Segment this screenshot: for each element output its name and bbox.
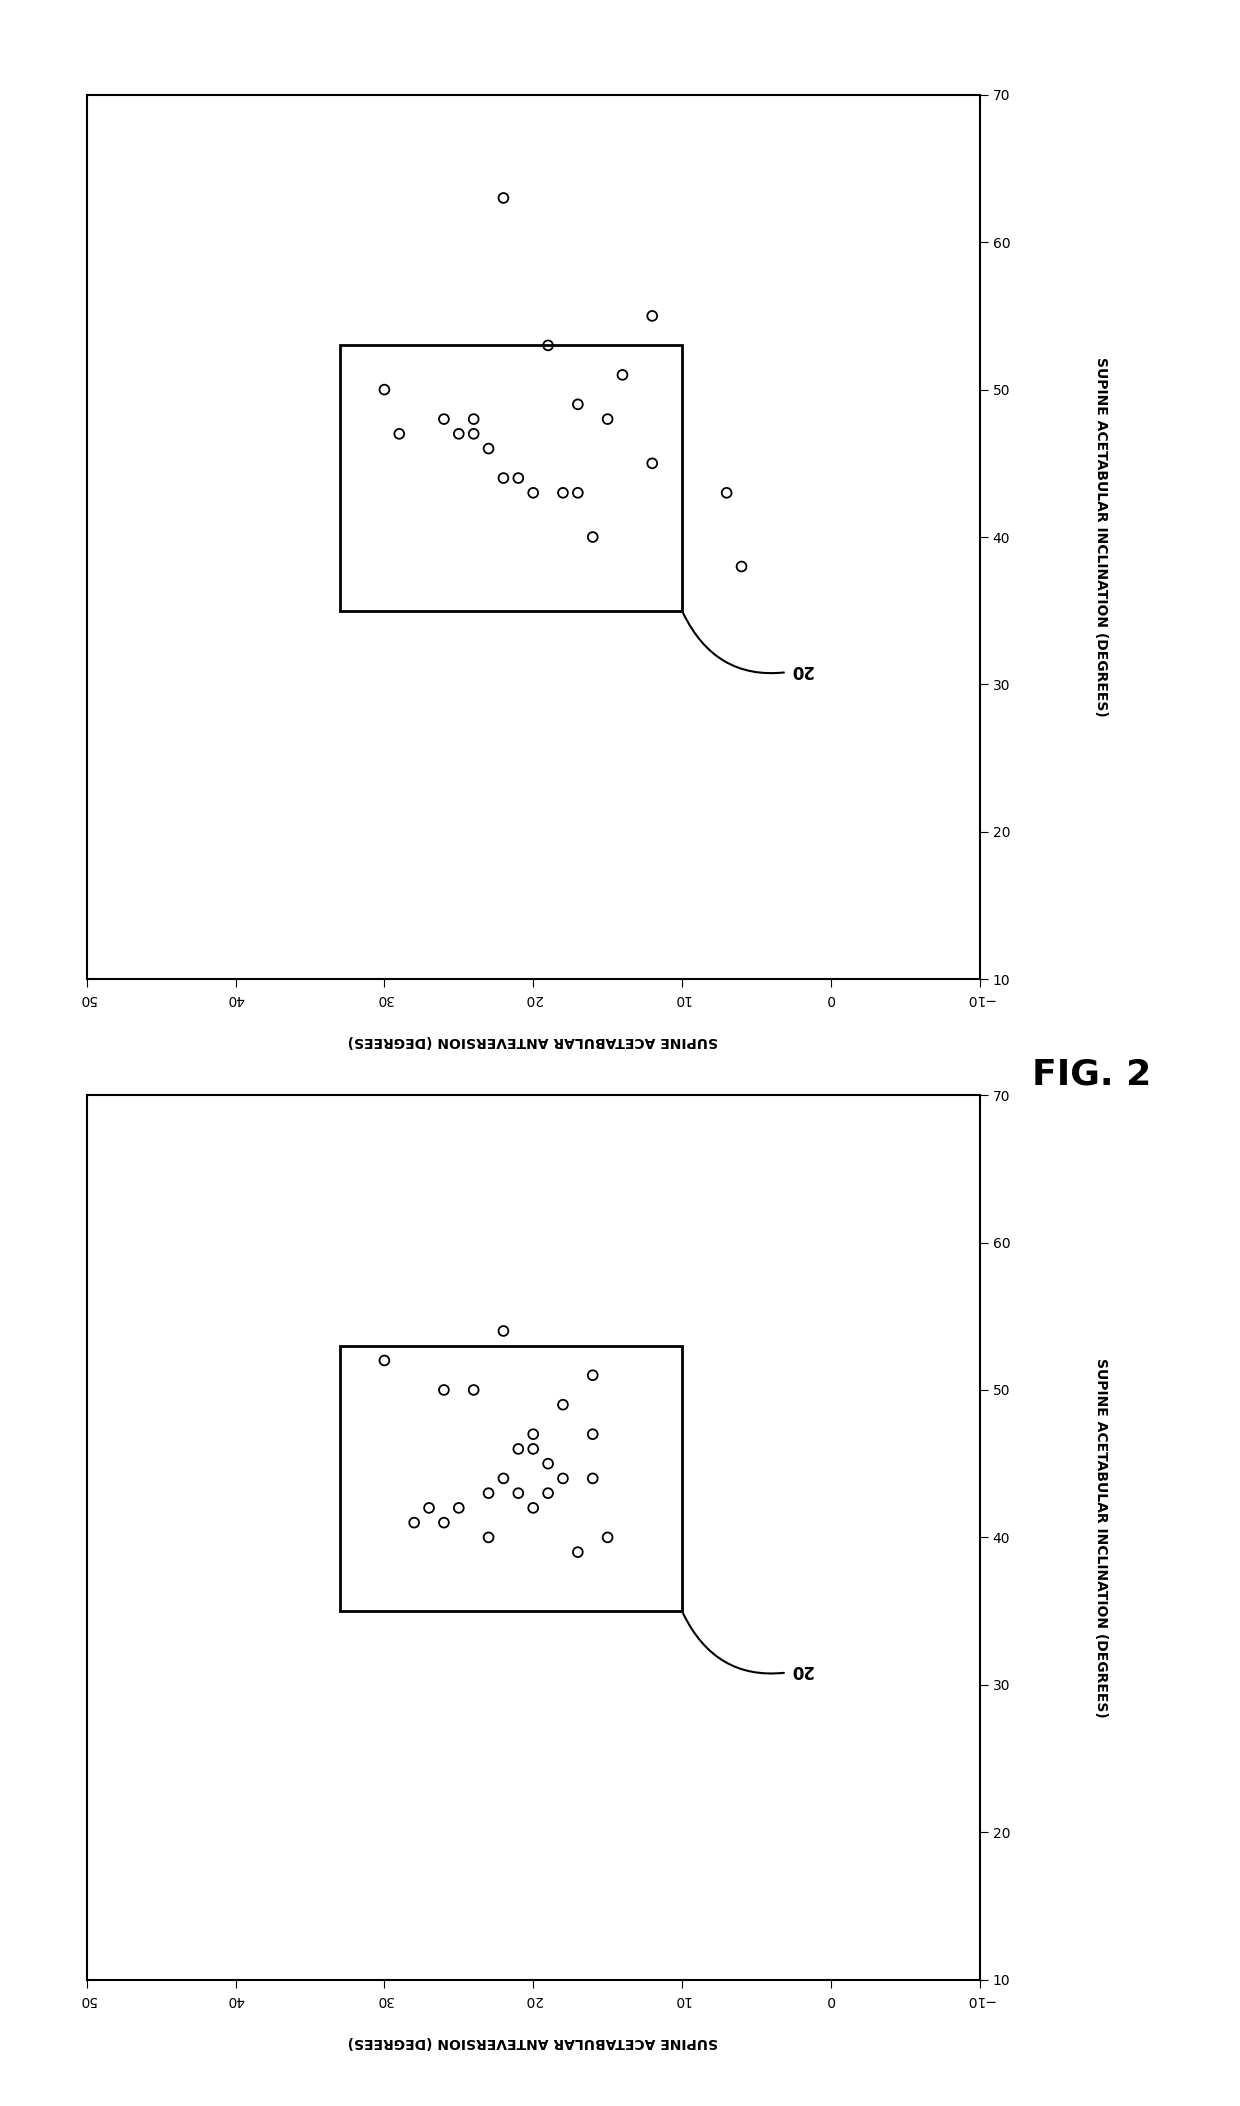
Point	[553, 1388, 573, 1422]
Point	[374, 373, 394, 406]
Point	[642, 299, 662, 333]
Point	[494, 1462, 513, 1495]
Point	[464, 1373, 484, 1407]
Point	[523, 1491, 543, 1525]
Text: FIG. 2: FIG. 2	[1032, 1057, 1151, 1091]
Point	[419, 1491, 439, 1525]
Point	[583, 1417, 603, 1451]
Point	[598, 402, 618, 436]
Y-axis label: SUPINE ACETABULAR INCLINATION (DEGREES): SUPINE ACETABULAR INCLINATION (DEGREES)	[1094, 358, 1107, 716]
Y-axis label: SUPINE ACETABULAR INCLINATION (DEGREES): SUPINE ACETABULAR INCLINATION (DEGREES)	[1094, 1358, 1107, 1716]
Text: 20: 20	[683, 1613, 812, 1678]
Point	[538, 1476, 558, 1510]
Point	[508, 461, 528, 495]
Point	[479, 1521, 498, 1554]
Point	[374, 1344, 394, 1377]
Point	[389, 417, 409, 451]
Point	[583, 1462, 603, 1495]
Point	[568, 388, 588, 421]
Point	[568, 476, 588, 510]
Point	[449, 417, 469, 451]
Point	[434, 402, 454, 436]
Point	[523, 476, 543, 510]
Point	[434, 1506, 454, 1539]
Point	[717, 476, 737, 510]
Point	[568, 1535, 588, 1569]
Point	[508, 1432, 528, 1466]
Point	[598, 1521, 618, 1554]
Point	[553, 1462, 573, 1495]
Point	[613, 358, 632, 392]
Point	[553, 476, 573, 510]
Point	[494, 461, 513, 495]
Point	[494, 1314, 513, 1348]
Point	[538, 1447, 558, 1481]
Point	[464, 402, 484, 436]
Point	[434, 1373, 454, 1407]
Bar	[340, 345, 682, 611]
Bar	[340, 1346, 682, 1611]
Point	[479, 432, 498, 465]
Point	[583, 1358, 603, 1392]
Point	[642, 446, 662, 480]
Point	[508, 1476, 528, 1510]
Point	[538, 329, 558, 362]
Point	[494, 181, 513, 215]
Point	[464, 417, 484, 451]
Point	[449, 1491, 469, 1525]
Point	[523, 1432, 543, 1466]
Point	[583, 520, 603, 554]
Text: 20: 20	[683, 613, 812, 678]
Point	[404, 1506, 424, 1539]
Point	[523, 1417, 543, 1451]
X-axis label: SUPINE ACETABULAR ANTEVERSION (DEGREES): SUPINE ACETABULAR ANTEVERSION (DEGREES)	[348, 2034, 718, 2049]
Point	[732, 550, 751, 583]
Point	[479, 1476, 498, 1510]
X-axis label: SUPINE ACETABULAR ANTEVERSION (DEGREES): SUPINE ACETABULAR ANTEVERSION (DEGREES)	[348, 1034, 718, 1049]
